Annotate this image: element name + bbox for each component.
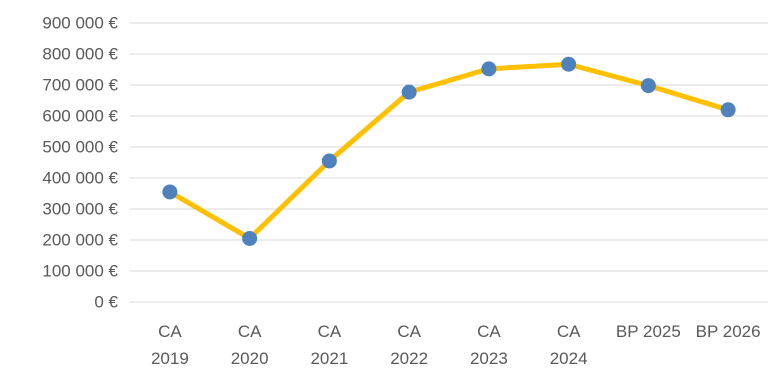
data-point <box>401 84 417 100</box>
x-tick-label-line: CA <box>318 322 342 341</box>
series-line <box>167 61 731 241</box>
x-tick-label-line: CA <box>477 322 501 341</box>
y-tick-label: 700 000 € <box>42 76 118 95</box>
y-tick-label: 100 000 € <box>42 262 118 281</box>
x-tick-label-line: 2022 <box>390 349 428 368</box>
y-tick-label: 600 000 € <box>42 107 118 126</box>
x-tick-label: CA 2022 <box>390 322 428 368</box>
data-point <box>321 153 337 169</box>
x-tick-label: CA 2020 <box>231 322 269 368</box>
data-point <box>242 230 258 246</box>
y-tick-label: 200 000 € <box>42 231 118 250</box>
x-tick-label-line: CA <box>238 322 262 341</box>
x-tick-label: CA 2024 <box>550 322 588 368</box>
x-tick-label-line: 2024 <box>550 349 588 368</box>
y-tick-label: 500 000 € <box>42 138 118 157</box>
x-tick-label: BP 2025 <box>616 322 681 341</box>
y-tick-label: 300 000 € <box>42 200 118 219</box>
x-axis-tick-labels: CA 2019 CA 2020 CA 2021 CA 2022 CA 2023 CA 2024 BP 2… <box>151 322 761 368</box>
x-tick-label-line: 2021 <box>310 349 348 368</box>
x-tick-label-line: 2023 <box>470 349 508 368</box>
data-point <box>720 102 736 118</box>
y-tick-label: 400 000 € <box>42 169 118 188</box>
gridlines <box>130 22 768 303</box>
y-tick-label: 800 000 € <box>42 45 118 64</box>
series <box>162 56 736 246</box>
x-tick-label: CA 2021 <box>310 322 348 368</box>
data-point <box>561 56 577 72</box>
data-point <box>162 184 178 200</box>
x-tick-label: BP 2026 <box>696 322 761 341</box>
x-tick-label-line: CA <box>557 322 581 341</box>
x-tick-label-line: BP 2025 <box>616 322 681 341</box>
x-tick-label-line: CA <box>158 322 182 341</box>
x-tick-label: CA 2019 <box>151 322 189 368</box>
data-point <box>640 78 656 94</box>
x-tick-label: CA 2023 <box>470 322 508 368</box>
x-tick-label-line: 2019 <box>151 349 189 368</box>
x-tick-label-line: BP 2026 <box>696 322 761 341</box>
x-tick-label-line: CA <box>397 322 421 341</box>
y-axis-tick-labels: 0 € 100 000 € 200 000 € 300 000 € 400 000 € 5… <box>42 14 118 312</box>
data-point <box>481 61 497 77</box>
y-tick-label: 900 000 € <box>42 14 118 33</box>
x-tick-label-line: 2020 <box>231 349 269 368</box>
y-tick-label: 0 € <box>94 293 118 312</box>
